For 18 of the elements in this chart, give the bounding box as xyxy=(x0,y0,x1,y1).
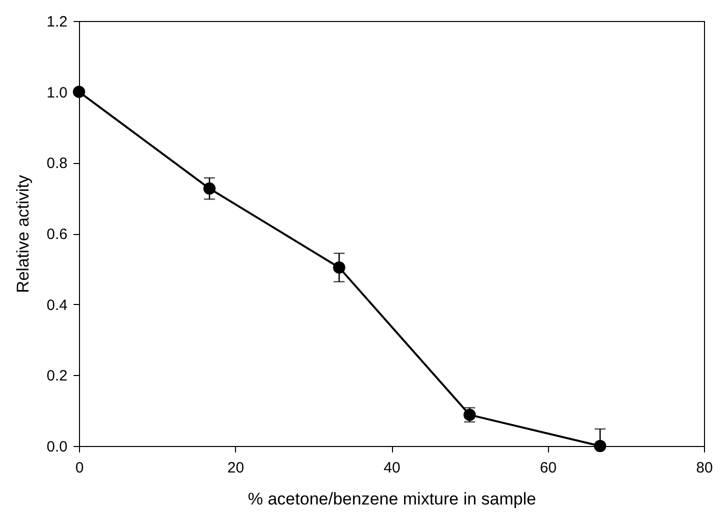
y-tick-label: 0.6 xyxy=(46,226,68,243)
point xyxy=(203,182,216,195)
y-tick-label: 1.0 xyxy=(46,84,68,102)
x-tick-label: 20 xyxy=(227,460,244,476)
x-axis-title: % acetone/benzene mixture in sample xyxy=(248,490,536,508)
point xyxy=(333,261,346,274)
y-tick-label: 1.2 xyxy=(46,14,68,30)
point xyxy=(72,86,86,98)
x-tick-label: 40 xyxy=(384,460,400,476)
y-tick-label: 0.4 xyxy=(46,296,68,314)
y-tick-label: 0.2 xyxy=(46,368,68,385)
y-axis-title: Relative activity xyxy=(14,174,33,294)
y-tick-label: 0.8 xyxy=(46,155,68,172)
y-tick-label: 0.0 xyxy=(46,438,68,456)
x-tick-label: 0 xyxy=(75,460,84,476)
x-tick-label: 80 xyxy=(696,460,713,476)
x-tick-label: 60 xyxy=(540,460,557,476)
point xyxy=(594,440,606,452)
